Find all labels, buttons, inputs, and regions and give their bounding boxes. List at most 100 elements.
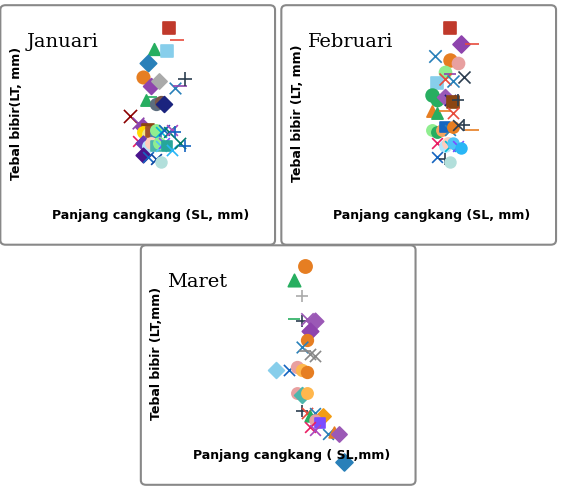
Point	[454, 121, 463, 129]
Point	[467, 125, 476, 133]
Point	[433, 79, 442, 87]
Point	[303, 389, 312, 396]
Point	[443, 140, 452, 147]
Point	[152, 125, 161, 133]
Point	[303, 368, 312, 376]
Text: Tebal bibir(LT, mm): Tebal bibir(LT, mm)	[10, 47, 22, 180]
Point	[297, 343, 306, 350]
Text: Panjang cangkang ( SL,mm): Panjang cangkang ( SL,mm)	[193, 449, 390, 462]
Point	[448, 77, 457, 85]
Point	[334, 430, 343, 438]
Text: Tebal bibir (LT,mm): Tebal bibir (LT,mm)	[150, 287, 163, 420]
Point	[152, 142, 161, 149]
Point	[454, 96, 463, 103]
Text: Februari: Februari	[308, 33, 393, 51]
Point	[284, 366, 293, 373]
Point	[167, 125, 176, 133]
Point	[289, 276, 298, 284]
Point	[428, 91, 437, 99]
Point	[433, 140, 442, 147]
Point	[155, 140, 164, 147]
Point	[441, 107, 450, 115]
Point	[138, 123, 147, 131]
Point	[438, 125, 447, 133]
Point	[433, 109, 442, 117]
Point	[319, 412, 328, 419]
Point	[441, 123, 450, 131]
Point	[165, 128, 174, 136]
Point	[160, 100, 169, 108]
Point	[157, 98, 166, 106]
Point	[175, 82, 184, 90]
Point	[133, 137, 142, 145]
Point	[303, 336, 312, 343]
Point	[428, 107, 437, 115]
Point	[292, 389, 301, 396]
Point	[297, 292, 306, 300]
Point	[167, 147, 176, 154]
Point	[311, 318, 320, 325]
Point	[162, 142, 171, 149]
Point	[305, 423, 314, 431]
Point	[149, 45, 158, 53]
Point	[324, 430, 333, 438]
Point	[305, 350, 314, 358]
Point	[459, 73, 468, 80]
Point	[446, 56, 455, 64]
Point	[175, 140, 184, 147]
Point	[181, 75, 190, 83]
Point	[138, 151, 147, 159]
Text: Maret: Maret	[167, 273, 228, 291]
Text: Panjang cangkang (SL, mm): Panjang cangkang (SL, mm)	[52, 209, 250, 221]
Point	[181, 142, 190, 149]
Point	[144, 59, 153, 67]
Point	[446, 96, 455, 103]
Point	[459, 121, 468, 129]
Point	[311, 426, 320, 434]
Point	[152, 100, 161, 108]
Point	[305, 326, 314, 334]
Point	[173, 36, 182, 44]
Point	[141, 96, 150, 103]
Point	[300, 347, 309, 355]
Point	[428, 125, 437, 133]
Text: Januari: Januari	[27, 33, 98, 51]
Point	[144, 142, 153, 149]
Point	[133, 119, 142, 126]
FancyBboxPatch shape	[282, 5, 556, 245]
Point	[446, 142, 455, 149]
Point	[157, 142, 166, 149]
Point	[155, 77, 164, 85]
FancyBboxPatch shape	[141, 245, 415, 485]
Point	[311, 416, 320, 424]
Point	[441, 75, 450, 83]
Point	[160, 140, 169, 147]
Point	[467, 41, 476, 49]
Point	[446, 125, 455, 133]
Point	[297, 318, 306, 325]
Point	[157, 158, 166, 166]
Point	[303, 315, 312, 323]
Point	[162, 48, 171, 55]
Point	[297, 407, 306, 415]
Text: Tebal bibir (LT, mm): Tebal bibir (LT, mm)	[291, 45, 303, 182]
Point	[170, 84, 179, 92]
Point	[433, 153, 442, 161]
Point	[448, 140, 457, 147]
Point	[456, 144, 465, 152]
Point	[152, 130, 161, 138]
Point	[297, 366, 306, 373]
Point	[339, 458, 348, 466]
Point	[125, 112, 134, 120]
Point	[144, 130, 153, 138]
Point	[448, 123, 457, 131]
Point	[157, 128, 166, 136]
Point	[311, 410, 320, 417]
Point	[446, 71, 455, 78]
Point	[329, 428, 338, 436]
Point	[160, 125, 169, 133]
Point	[446, 24, 455, 32]
Point	[441, 156, 450, 164]
FancyBboxPatch shape	[1, 5, 275, 245]
Point	[138, 128, 147, 136]
